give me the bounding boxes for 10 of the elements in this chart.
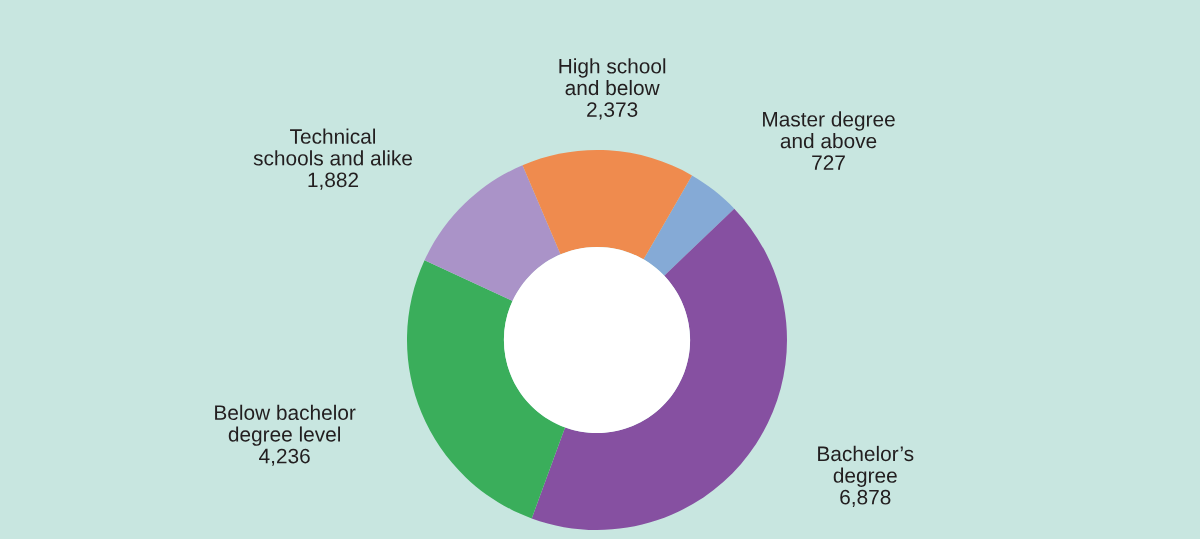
data-label: 727 bbox=[812, 155, 845, 170]
slice-label: Master degree and above bbox=[763, 111, 895, 149]
slice-label: Bachelor’s degree bbox=[818, 445, 914, 487]
slice-label: Below bachelor degree level bbox=[215, 404, 356, 446]
data-label: 2,373 bbox=[587, 102, 638, 120]
slice-label: High school and below bbox=[559, 58, 666, 96]
data-label: 6,878 bbox=[840, 489, 891, 507]
data-label: 4,236 bbox=[259, 448, 310, 466]
data-label: 1,882 bbox=[308, 172, 359, 190]
slice-label: Technical schools and alike bbox=[253, 128, 412, 166]
